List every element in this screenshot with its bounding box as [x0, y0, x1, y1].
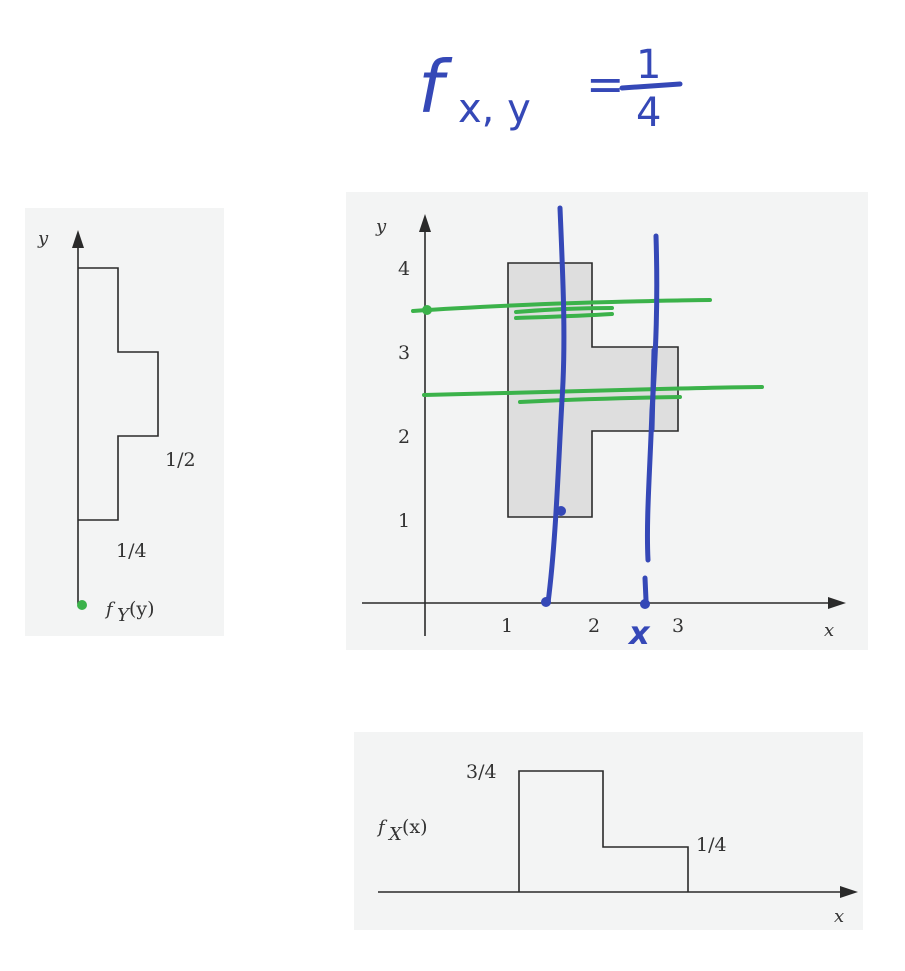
fx-marginal-panel: x 3/4 1/4 f X (x): [354, 732, 863, 930]
joint-y-tick: 4: [398, 258, 410, 280]
joint-x-tick: 1: [501, 615, 513, 637]
joint-x-tick: 2: [588, 615, 600, 637]
blue-dot-region-bottom: [556, 506, 566, 516]
handwritten-f: f: [418, 45, 453, 129]
fy-axis-label-y: y: [37, 228, 49, 249]
handwritten-denominator: 4: [636, 90, 661, 136]
handwritten-x-marker: x: [627, 614, 651, 652]
fy-density-step: [78, 267, 159, 521]
fx-label-subscript: X: [387, 824, 403, 845]
joint-y-tick: 3: [398, 342, 410, 364]
fy-marginal-panel: y 1/2 1/4 f Y (y): [25, 208, 224, 636]
handwritten-equals: =: [586, 57, 625, 111]
joint-y-tick: 1: [398, 510, 410, 532]
joint-x-tick: 3: [672, 615, 684, 637]
fy-y-axis-arrowhead: [72, 230, 84, 248]
fx-density-step: [518, 770, 689, 892]
fx-value-quarter: 1/4: [696, 834, 727, 856]
fy-green-dot: [77, 600, 87, 610]
blue-dot-x-axis-right: [640, 599, 650, 609]
fy-value-half: 1/2: [165, 449, 196, 471]
joint-axis-label-x: x: [824, 620, 834, 641]
fy-label-subscript: Y: [117, 605, 131, 626]
blue-vertical-line-left: [545, 205, 567, 606]
green-line-lower-stroke: [518, 395, 682, 404]
handwritten-fraction-bar: [619, 81, 683, 91]
fx-label-argument: (x): [402, 816, 428, 838]
blue-vertical-dash: [642, 575, 649, 603]
joint-x-axis-arrowhead: [828, 597, 846, 609]
blue-vertical-thick-segment: [649, 347, 657, 433]
fx-axis-label-x: x: [834, 906, 844, 927]
fx-value-three-quarters: 3/4: [466, 761, 497, 783]
green-line-lower: [422, 385, 764, 397]
fy-value-quarter: 1/4: [116, 540, 147, 562]
green-line-upper: [411, 298, 712, 313]
blue-dot-x-axis-left: [541, 597, 551, 607]
handwritten-joint-density-note: f x, y = 1 4: [418, 42, 683, 136]
joint-y-axis-arrowhead: [419, 214, 431, 232]
fx-panel-background: [354, 732, 863, 930]
fx-x-axis-arrowhead: [840, 886, 858, 898]
fy-label-argument: (y): [129, 598, 155, 620]
joint-axis-label-y: y: [375, 216, 387, 237]
green-dot-y-axis: [422, 305, 432, 315]
handwritten-subscript-xy: x, y: [458, 86, 531, 132]
handwritten-numerator: 1: [636, 42, 661, 88]
joint-y-tick: 2: [398, 426, 410, 448]
joint-region-panel: y x 1 2 3 4 1 2 3 x: [346, 192, 868, 652]
green-line-upper-stroke: [514, 306, 614, 314]
fy-panel-background: [25, 208, 224, 636]
